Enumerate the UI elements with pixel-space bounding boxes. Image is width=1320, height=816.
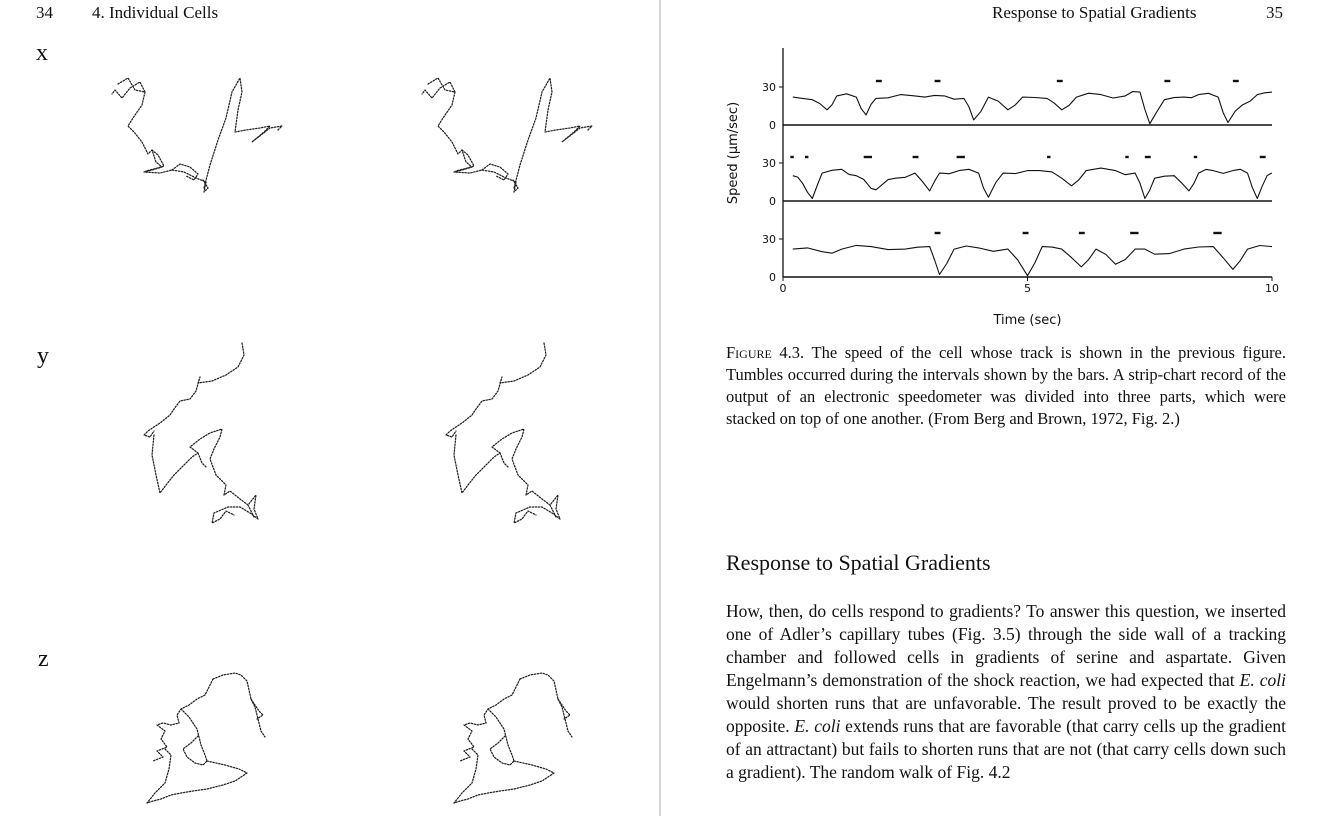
y-tick-label: 30 (762, 157, 776, 170)
axis-label-x: x (36, 40, 48, 66)
y-tick-label: 0 (769, 271, 776, 284)
x-tick-label: 10 (1265, 282, 1279, 295)
species-name: E. coli (794, 716, 841, 736)
x-axis-label: Time (sec) (992, 313, 1061, 328)
y-tick-label: 30 (762, 233, 776, 246)
body-text-run: extends runs that are favorable (that ca… (726, 716, 1287, 782)
axis-label-z: z (38, 646, 49, 672)
section-heading: Response to Spatial Gradients (726, 550, 991, 575)
axis-label-y: y (37, 343, 49, 369)
y-axis-label: Speed (µm/sec) (726, 102, 741, 204)
y-tick-label: 30 (762, 81, 776, 94)
speed-trace-panel-2 (792, 167, 1273, 200)
body-text-run: How, then, do cells respond to gradients… (726, 601, 1286, 690)
speed-trace-panel-1 (792, 91, 1273, 125)
track-z-projection-left (146, 672, 266, 804)
book-spine-divider (659, 0, 661, 816)
track-x-projection-left (111, 77, 283, 193)
right-page: Response to Spatial Gradients 35 30 0 30 0 3… (661, 0, 1320, 816)
track-z-projection-right (453, 672, 573, 804)
species-name: E. coli (1239, 670, 1286, 690)
running-head-left: 4. Individual Cells (92, 3, 219, 22)
y-tick-label: 0 (769, 195, 776, 208)
figure-label: Figure 4.3. (726, 343, 805, 362)
body-text-run: would shorten runs that are unfavorable.… (726, 693, 1286, 736)
left-page: 34 4. Individual Cells x y z (0, 0, 659, 816)
y-tick-label: 0 (769, 119, 776, 132)
x-tick-label: 5 (1024, 282, 1031, 295)
track-y-projection-left (143, 342, 259, 524)
page-number-right: 35 (1266, 3, 1283, 22)
track-x-projection-right (421, 77, 593, 193)
speed-trace-panel-3 (792, 244, 1273, 277)
figure-caption-text: The speed of the cell whose track is sho… (726, 343, 1287, 428)
track-y-projection-right (445, 342, 561, 524)
page-number-left: 34 (36, 3, 53, 22)
x-tick-label: 0 (780, 282, 787, 295)
body-paragraph: How, then, do cells respond to gradients… (726, 600, 1286, 784)
running-head-right: Response to Spatial Gradients (992, 3, 1197, 22)
figure-caption: Figure 4.3. The speed of the cell whose … (726, 342, 1286, 430)
